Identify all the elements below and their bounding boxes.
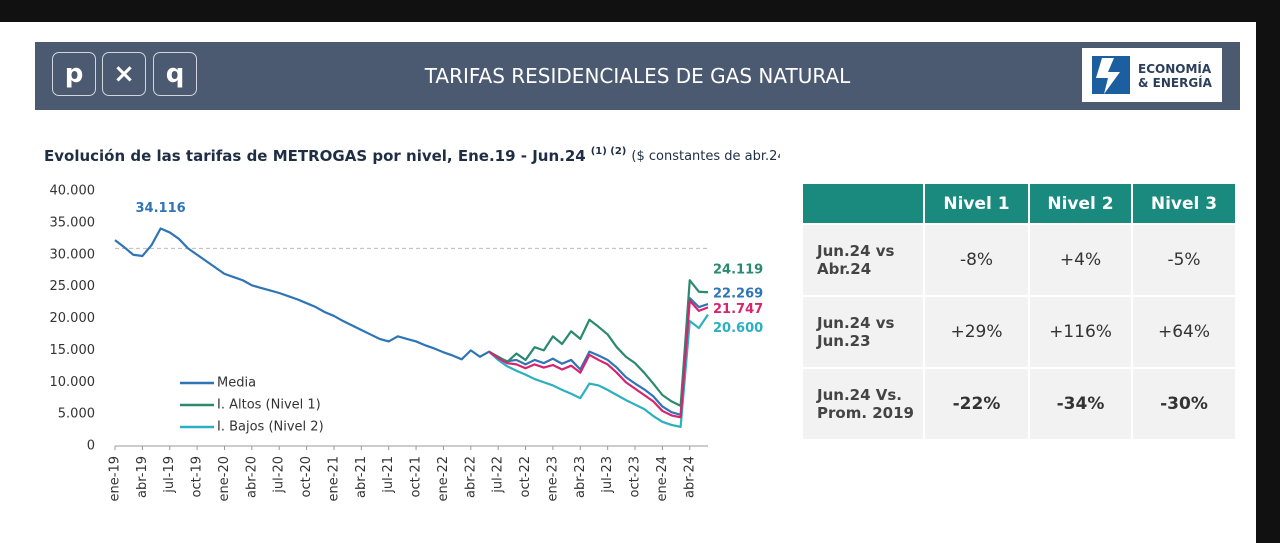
table-cell: Jun.24 vs Abr.24 (801, 223, 925, 297)
x-tick-label: oct-19 (190, 456, 205, 497)
table-cell: +4% (1028, 223, 1133, 297)
logo-text: ECONOMÍA (1138, 62, 1212, 76)
y-tick-label: 10.000 (50, 375, 96, 390)
x-tick-label: abr-19 (135, 456, 150, 498)
table-cell: -22% (923, 367, 1030, 441)
x-tick-label: ene-23 (545, 456, 560, 501)
y-tick-label: 35.000 (50, 215, 96, 230)
data-label: 21.747 (713, 302, 763, 317)
button[interactable]: q (153, 52, 197, 96)
header-cell: Nivel 2 (1028, 182, 1133, 225)
x-tick-label: abr-20 (244, 456, 259, 498)
x-tick-label: ene-22 (436, 456, 451, 501)
header-title: TARIFAS RESIDENCIALES DE GAS NATURAL (424, 64, 851, 88)
table-cell: +29% (923, 295, 1030, 369)
y-tick-label: 25.000 (50, 279, 96, 294)
x-tick-label: ene-21 (326, 456, 341, 501)
title-note: (1) (2) (591, 146, 627, 157)
x-tick-label: oct-23 (628, 456, 643, 497)
chart-title: Evolución de las tarifas de METROGAS por… (44, 146, 780, 165)
line-series (488, 299, 709, 419)
table-cell: -8% (923, 223, 1030, 297)
table-cell: Jun.24 vs Jun.23 (801, 295, 925, 369)
line-series (488, 314, 709, 428)
x-tick-label: ene-24 (655, 456, 670, 501)
subtitle: ($ constantes de abr.24/mes) (631, 149, 780, 164)
header: p × q TARIFAS RESIDENCIALES DE GAS NATUR… (35, 42, 1240, 110)
table-cell: Jun.24 Vs. Prom. 2019 (801, 367, 925, 441)
y-tick-label: 30.000 (50, 247, 96, 262)
data-label: 22.269 (713, 287, 763, 302)
x-tick-label: abr-24 (682, 456, 697, 498)
x-tick-label: abr-23 (573, 456, 588, 498)
x-tick-label: jul-20 (272, 456, 287, 494)
header-cell: Nivel 3 (1131, 182, 1237, 225)
legend-label: I. Bajos (Nivel 2) (217, 420, 324, 435)
table-body: Jun.24 vs Abr.24 -8% +4% -5% Jun.24 vs Jun.2… (801, 223, 1237, 441)
table-row: Jun.24 Vs. Prom. 2019 -22% -34% -30% (801, 367, 1237, 441)
table: Nivel 1 Nivel 2 Nivel 3 Jun.24 vs Abr.24 -8… (801, 182, 1237, 441)
data-label: 20.600 (713, 321, 763, 336)
x-tick-label: abr-22 (463, 456, 478, 498)
legend-label: Media (217, 376, 256, 391)
logo: ECONOMÍA & ENERGÍA (1082, 48, 1222, 102)
logo-icon (1092, 56, 1130, 94)
x-tick-label: jul-21 (381, 456, 396, 494)
y-tick-label: 40.000 (50, 184, 96, 199)
title: Evolución de las tarifas de METROGAS por… (44, 147, 586, 165)
table-row: Jun.24 vs Abr.24 -8% +4% -5% (801, 223, 1237, 297)
logo-text: & ENERGÍA (1138, 76, 1212, 90)
button[interactable]: × (102, 52, 146, 96)
x-tick-label: oct-22 (518, 456, 533, 497)
x-tick-label: ene-20 (217, 456, 232, 501)
table-cell: +116% (1028, 295, 1133, 369)
line-series (488, 279, 709, 407)
x-tick-label: abr-21 (354, 456, 369, 498)
button[interactable]: p (52, 52, 96, 96)
chart: Evolución de las tarifas de METROGAS por… (44, 146, 780, 501)
x-tick-label: oct-21 (409, 456, 424, 497)
x-tick-label: jul-19 (162, 456, 177, 494)
y-tick-label: 20.000 (50, 311, 96, 326)
table-cell: -30% (1131, 367, 1237, 441)
x-tick-label: ene-19 (108, 456, 123, 501)
data-label: 34.116 (136, 201, 186, 216)
data-label: 24.119 (713, 263, 763, 278)
header-cell (801, 182, 925, 225)
header-cell: Nivel 1 (923, 182, 1030, 225)
x-tick-label: oct-20 (299, 456, 314, 497)
table-cell: -34% (1028, 367, 1133, 441)
legend-label: I. Altos (Nivel 1) (217, 398, 321, 413)
table-row: Jun.24 vs Jun.23 +29% +116% +64% (801, 295, 1237, 369)
line-series (114, 227, 709, 416)
y-tick-label: 5.000 (58, 407, 95, 422)
y-tick-label: 0 (87, 439, 95, 454)
x-tick-label: jul-22 (491, 456, 506, 494)
x-tick-label: jul-23 (600, 456, 615, 494)
table-cell: +64% (1131, 295, 1237, 369)
y-tick-label: 15.000 (50, 343, 96, 358)
table-cell: -5% (1131, 223, 1237, 297)
